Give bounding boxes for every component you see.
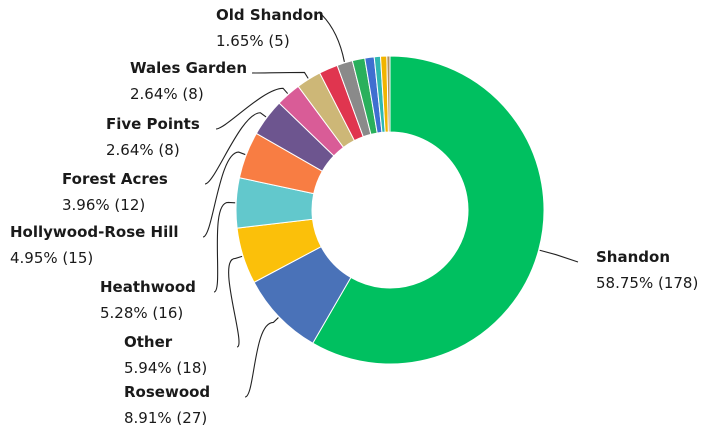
label-name-five-points: Five Points <box>106 115 200 133</box>
label-name-old-shandon: Old Shandon <box>216 6 324 24</box>
label-value-hollywood-rose-hill: 4.95% (15) <box>10 249 93 267</box>
label-name-other: Other <box>124 333 173 351</box>
leader-line-rosewood <box>245 318 278 397</box>
label-value-old-shandon: 1.65% (5) <box>216 32 290 50</box>
leader-line-shandon <box>540 250 578 262</box>
label-name-heathwood: Heathwood <box>100 278 196 296</box>
leader-line-other <box>229 256 242 347</box>
label-value-wales-garden: 2.64% (8) <box>130 85 204 103</box>
label-value-five-points: 2.64% (8) <box>106 141 180 159</box>
label-name-wales-garden: Wales Garden <box>130 59 247 77</box>
leader-line-old-shandon <box>322 15 344 62</box>
label-name-shandon: Shandon <box>596 248 670 266</box>
leader-line-heathwood <box>214 202 235 292</box>
label-name-hollywood-rose-hill: Hollywood-Rose Hill <box>10 223 179 241</box>
label-value-forest-acres: 3.96% (12) <box>62 196 145 214</box>
label-name-forest-acres: Forest Acres <box>62 170 168 188</box>
leader-line-wales-garden <box>252 72 308 78</box>
label-value-heathwood: 5.28% (16) <box>100 304 183 322</box>
label-value-rosewood: 8.91% (27) <box>124 409 207 427</box>
label-value-other: 5.94% (18) <box>124 359 207 377</box>
label-value-shandon: 58.75% (178) <box>596 274 698 292</box>
label-name-rosewood: Rosewood <box>124 383 210 401</box>
